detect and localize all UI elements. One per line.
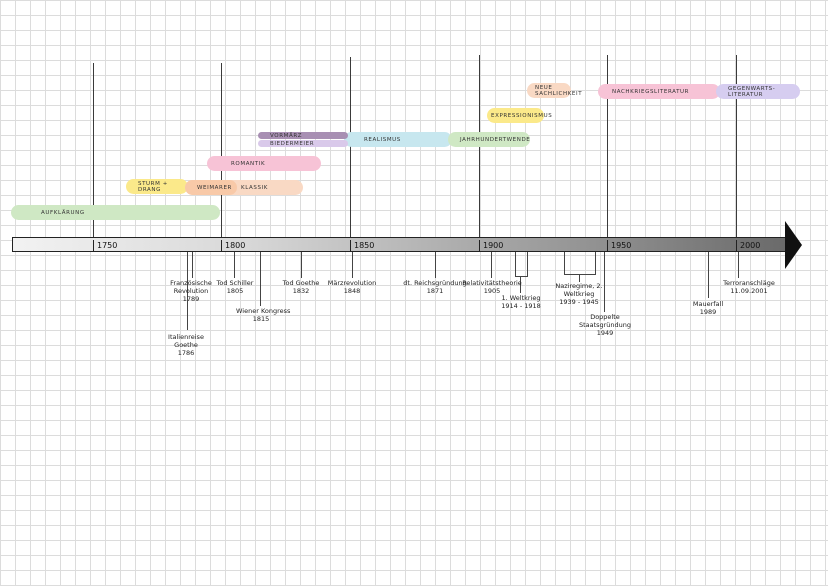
tick-relativitaet: [491, 252, 492, 278]
event-wiener-kongress: Wiener Kongress 1815: [236, 307, 291, 323]
event-nazi-years: 1939 - 1945: [559, 298, 599, 306]
event-mauerfall-year: 1989: [699, 308, 717, 316]
event-relativitaet: Relativitätstheorie 1905: [460, 279, 524, 295]
epoch-expressionismus: EXPRESSIONISMUS: [487, 108, 552, 123]
tick-weltkrieg1: [520, 276, 521, 293]
epoch-gegenwartsliteratur-label: GEGENWARTS-LITERATUR: [728, 85, 776, 98]
event-tod-schiller-label: Tod Schiller: [216, 279, 254, 287]
event-reichsgruendung: dt. Reichsgründung 1871: [400, 279, 470, 295]
tick-italienreise: [187, 252, 188, 330]
event-italienreise-year: 1786: [177, 349, 195, 357]
event-nazi: Naziregime, 2. Weltkrieg 1939 - 1945: [548, 282, 610, 306]
event-staatsgruendung-year: 1949: [596, 329, 614, 337]
event-tod-goethe-year: 1832: [292, 287, 310, 295]
event-italienreise-label: Italienreise Goethe: [168, 333, 204, 349]
tick-franz-rev: [192, 252, 193, 278]
event-wiener-kongress-year: 1815: [252, 315, 270, 323]
year-label-1750: 1750: [93, 240, 117, 252]
epoch-gegenwartsliteratur: GEGENWARTS-LITERATUR: [716, 84, 800, 99]
bracket-weltkrieg1: [515, 252, 528, 277]
timeline-bar: [12, 237, 787, 252]
divider-line-1950: [607, 55, 608, 252]
epoch-jahrhundertwende: JAHRHUNDERTWENDE: [448, 132, 530, 147]
event-franz-rev: Französische Revolution 1789: [160, 279, 222, 303]
epoch-neue-sachlichkeit: NEUE SACHLICHKEIT: [527, 83, 583, 98]
event-weltkrieg1-years: 1914 - 1918: [501, 302, 541, 310]
epoch-sturm-drang-label: STURM + DRANG: [138, 180, 168, 193]
epoch-aufklaerung: AUFKLÄRUNG: [11, 205, 220, 220]
event-reichsgruendung-label: dt. Reichsgründung: [403, 279, 467, 287]
epoch-romantik: ROMANTIK: [207, 156, 321, 171]
event-tod-goethe: Tod Goethe 1832: [280, 279, 322, 295]
event-mauerfall-label: Mauerfall: [692, 300, 724, 308]
event-tod-schiller: Tod Schiller 1805: [212, 279, 258, 295]
epoch-realismus: REALISMUS: [344, 132, 452, 147]
epoch-weimarer: WEIMARER: [185, 180, 237, 195]
divider-line-1750: [93, 63, 94, 252]
tick-staatsgruendung: [604, 252, 605, 312]
event-maerzrevolution-year: 1848: [343, 287, 361, 295]
epoch-nachkriegsliteratur: NACHKRIEGSLITERATUR: [598, 84, 720, 99]
tick-reichsgruendung: [435, 252, 436, 278]
event-nazi-label: Naziregime, 2. Weltkrieg: [555, 282, 603, 298]
event-terror: Terroranschläge 11.09.2001: [714, 279, 784, 295]
bracket-nazi: [564, 252, 596, 275]
epoch-biedermeier: BIEDERMEIER: [258, 140, 348, 147]
event-relativitaet-year: 1905: [483, 287, 501, 295]
year-label-1950: 1950: [607, 240, 631, 252]
tick-nazi: [579, 274, 580, 282]
tick-terror: [738, 252, 739, 278]
event-staatsgruendung-label: Doppelte Staatsgründung: [578, 313, 632, 329]
tick-maerzrevolution: [352, 252, 353, 278]
event-wiener-kongress-label: Wiener Kongress: [236, 307, 291, 315]
divider-line-2000: [736, 55, 737, 252]
epoch-neue-sachlichkeit-label: NEUE SACHLICHKEIT: [535, 84, 583, 97]
timeline-arrow-icon: [785, 221, 802, 269]
event-terror-label: Terroranschläge: [723, 279, 775, 287]
event-reichsgruendung-year: 1871: [426, 287, 444, 295]
tick-mauerfall: [708, 252, 709, 298]
divider-line-1850: [350, 57, 351, 252]
event-maerzrevolution: Märzrevolution 1848: [324, 279, 380, 295]
event-tod-goethe-label: Tod Goethe: [282, 279, 320, 287]
event-maerzrevolution-label: Märzrevolution: [327, 279, 377, 287]
year-label-1850: 1850: [350, 240, 374, 252]
event-tod-schiller-year: 1805: [226, 287, 244, 295]
tick-tod-schiller: [234, 252, 235, 278]
tick-tod-goethe: [301, 252, 302, 278]
year-label-2000: 2000: [736, 240, 760, 252]
event-mauerfall: Mauerfall 1989: [688, 300, 728, 316]
event-relativitaet-label: Relativitätstheorie: [462, 279, 522, 287]
event-franz-rev-label: Französische Revolution: [170, 279, 212, 295]
epoch-vormaerz: VORMÄRZ: [258, 132, 348, 139]
event-weltkrieg1: 1. Weltkrieg 1914 - 1918: [498, 294, 544, 310]
event-weltkrieg1-label: 1. Weltkrieg: [501, 294, 541, 302]
event-franz-rev-year: 1789: [182, 295, 200, 303]
tick-wiener-kongress: [260, 252, 261, 306]
divider-line-1900: [479, 55, 480, 252]
epoch-sturm-drang: STURM + DRANG: [126, 179, 188, 194]
event-italienreise: Italienreise Goethe 1786: [158, 333, 214, 357]
event-staatsgruendung: Doppelte Staatsgründung 1949: [574, 313, 636, 337]
event-terror-date: 11.09.2001: [730, 287, 768, 295]
year-label-1800: 1800: [221, 240, 245, 252]
year-label-1900: 1900: [479, 240, 503, 252]
